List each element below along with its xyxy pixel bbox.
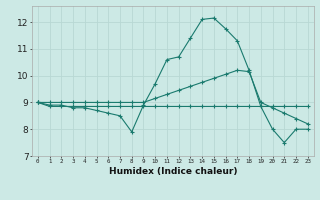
X-axis label: Humidex (Indice chaleur): Humidex (Indice chaleur) bbox=[108, 167, 237, 176]
